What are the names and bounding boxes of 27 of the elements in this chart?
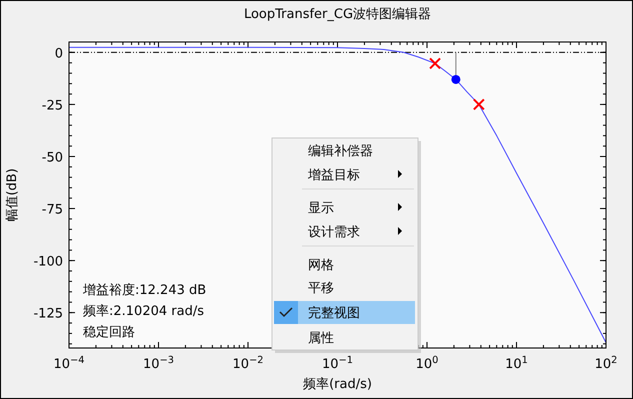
x-tick-label: 10$^{1}$ (505, 354, 528, 372)
annotation: 增益目标 (307, 168, 360, 183)
annotation: 稳定回路 (83, 325, 135, 340)
annotation: 增益裕度:12.243 dB (82, 282, 206, 298)
y-axis-title: 幅值(dB) (5, 168, 20, 222)
y-tick-label: -25 (42, 98, 63, 114)
x-tick-label: 10$^{−4}$ (54, 354, 84, 372)
x-tick-label: 10$^{2}$ (594, 354, 618, 372)
x-tick-label: 10$^{−2}$ (232, 354, 264, 372)
y-tick-label: -100 (33, 254, 63, 270)
y-tick-label: -75 (42, 202, 63, 218)
x-axis-title: 频率(rad/s) (303, 376, 372, 392)
annotation: 完整视图 (308, 305, 360, 321)
annotation: 频率:2.10204 rad/s (83, 303, 204, 319)
chart-title: LoopTransfer_CG波特图编辑器 (244, 7, 432, 22)
annotation: 编辑补偿器 (308, 144, 373, 159)
annotation: 显示 (308, 201, 334, 216)
annotation: 属性 (308, 331, 334, 346)
x-tick-label: 10$^{0}$ (416, 354, 438, 372)
annotation: 平移 (308, 281, 334, 296)
x-tick-label: 10$^{−3}$ (143, 354, 174, 372)
annotation: 设计需求 (308, 225, 360, 240)
y-tick-label: -50 (42, 150, 63, 166)
annotation: 网格 (308, 258, 334, 273)
y-tick-label: -125 (33, 306, 63, 322)
x-tick-label: 10$^{−1}$ (322, 354, 353, 372)
y-tick-label: 0 (54, 46, 63, 62)
